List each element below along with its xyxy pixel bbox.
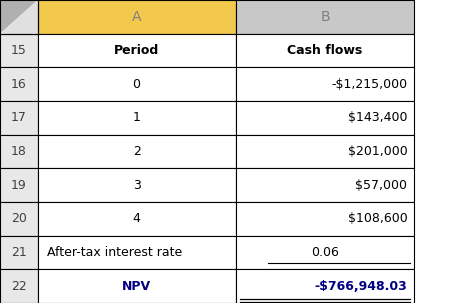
Bar — [236, 101, 414, 135]
Text: Cash flows: Cash flows — [287, 44, 363, 57]
Text: 0.06: 0.06 — [311, 246, 339, 259]
Bar — [38, 269, 236, 303]
Text: NPV: NPV — [122, 280, 151, 293]
Text: 18: 18 — [11, 145, 27, 158]
Bar — [38, 168, 236, 202]
Text: 22: 22 — [11, 280, 27, 293]
Text: A: A — [132, 10, 141, 24]
Bar — [38, 236, 236, 269]
Bar — [236, 202, 414, 236]
Text: B: B — [320, 10, 330, 24]
Text: 0: 0 — [133, 78, 140, 91]
Bar — [0, 202, 38, 236]
Text: 21: 21 — [11, 246, 27, 259]
Bar — [236, 135, 414, 168]
Text: 15: 15 — [11, 44, 27, 57]
Bar — [38, 0, 236, 34]
Bar — [236, 269, 414, 303]
Bar — [236, 34, 414, 67]
Text: 20: 20 — [11, 212, 27, 225]
Bar — [38, 34, 236, 67]
Bar — [236, 168, 414, 202]
Text: Period: Period — [114, 44, 159, 57]
Bar — [236, 67, 414, 101]
Polygon shape — [0, 0, 38, 34]
Text: After-tax interest rate: After-tax interest rate — [47, 246, 182, 259]
Bar — [0, 269, 38, 303]
Bar — [0, 0, 38, 34]
Text: $201,000: $201,000 — [348, 145, 407, 158]
Polygon shape — [0, 0, 38, 34]
Bar — [0, 34, 38, 67]
Bar — [0, 168, 38, 202]
Bar — [0, 135, 38, 168]
Text: $108,600: $108,600 — [348, 212, 407, 225]
Text: 16: 16 — [11, 78, 27, 91]
Bar — [0, 67, 38, 101]
Text: $143,400: $143,400 — [348, 111, 407, 124]
Text: 19: 19 — [11, 179, 27, 192]
Bar — [38, 135, 236, 168]
Text: 17: 17 — [11, 111, 27, 124]
Text: $57,000: $57,000 — [356, 179, 407, 192]
Text: 4: 4 — [133, 212, 140, 225]
Bar — [38, 202, 236, 236]
Text: 3: 3 — [133, 179, 140, 192]
Text: 1: 1 — [133, 111, 140, 124]
Text: -$766,948.03: -$766,948.03 — [315, 280, 407, 293]
Bar — [38, 67, 236, 101]
Bar — [236, 236, 414, 269]
Bar — [236, 0, 414, 34]
Bar — [0, 101, 38, 135]
Bar — [0, 236, 38, 269]
Text: -$1,215,000: -$1,215,000 — [331, 78, 407, 91]
Text: 2: 2 — [133, 145, 140, 158]
Bar — [38, 101, 236, 135]
